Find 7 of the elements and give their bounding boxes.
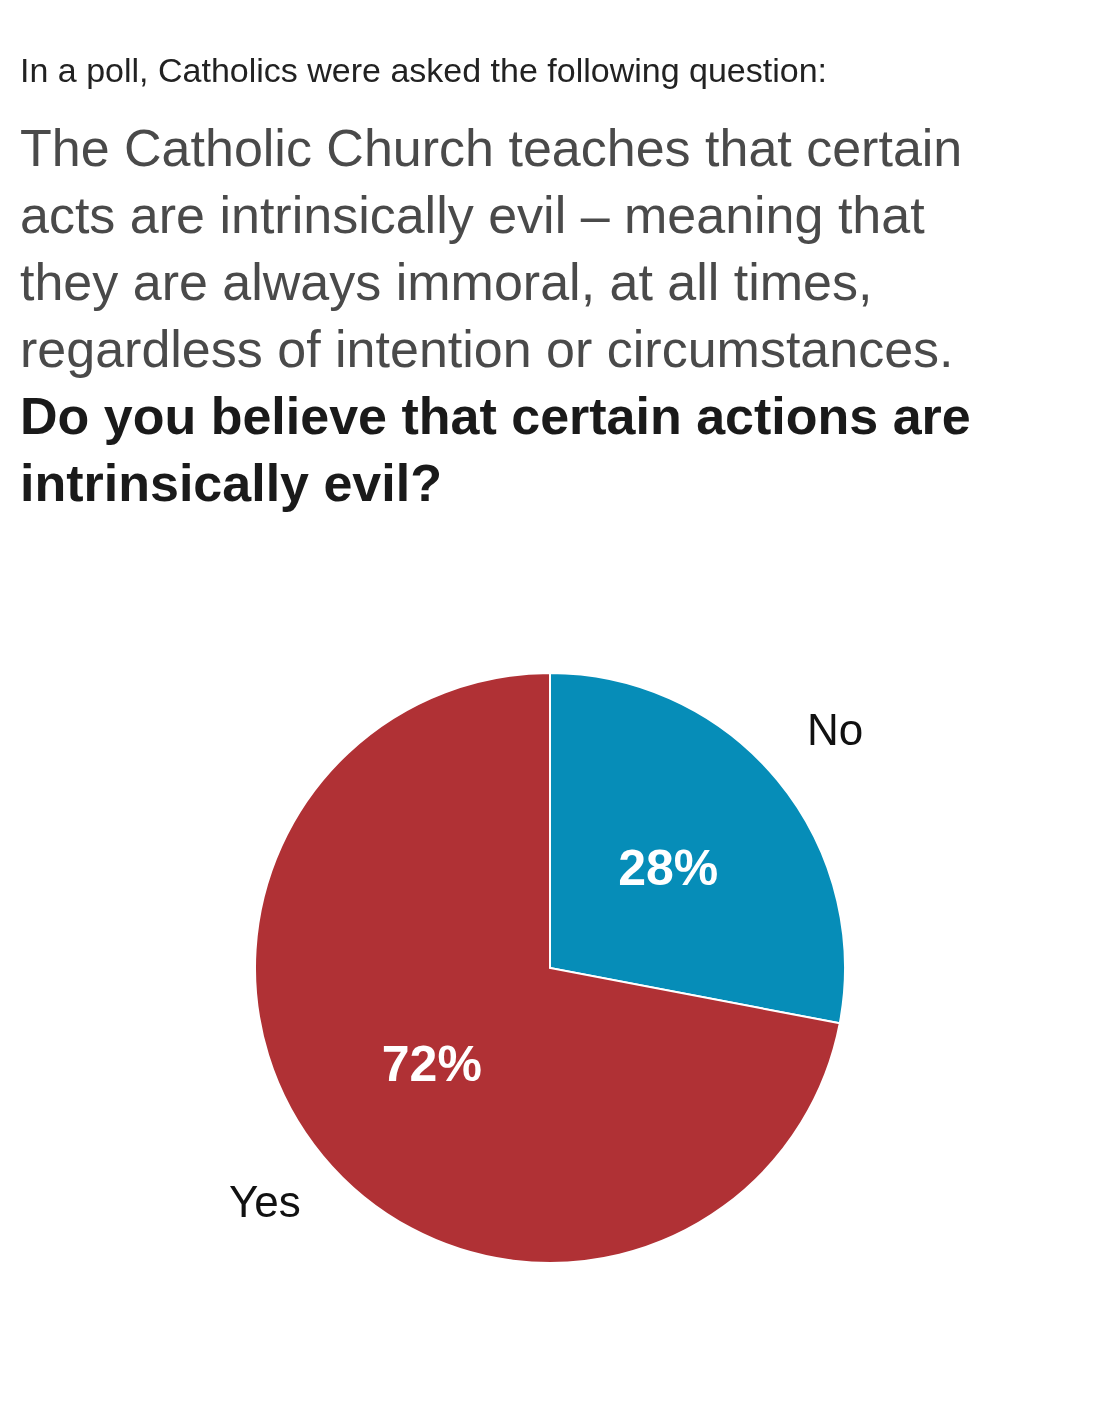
chart-subtitle: In a poll, Catholics were asked the following question:: [20, 51, 828, 89]
slice-label: No: [806, 705, 864, 755]
chart-title: Do you believe that certain actions are intrinsically evil?: [20, 387, 971, 512]
data-label: 28%: [618, 840, 719, 897]
data-label: 72%: [381, 1035, 482, 1092]
text: The Catholic Church teaches that certain acts are intrinsically evil – meaning that they are always immoral, at all times, regardless of intention or circumstances.: [20, 119, 963, 378]
slice-label: Yes: [229, 1176, 301, 1226]
